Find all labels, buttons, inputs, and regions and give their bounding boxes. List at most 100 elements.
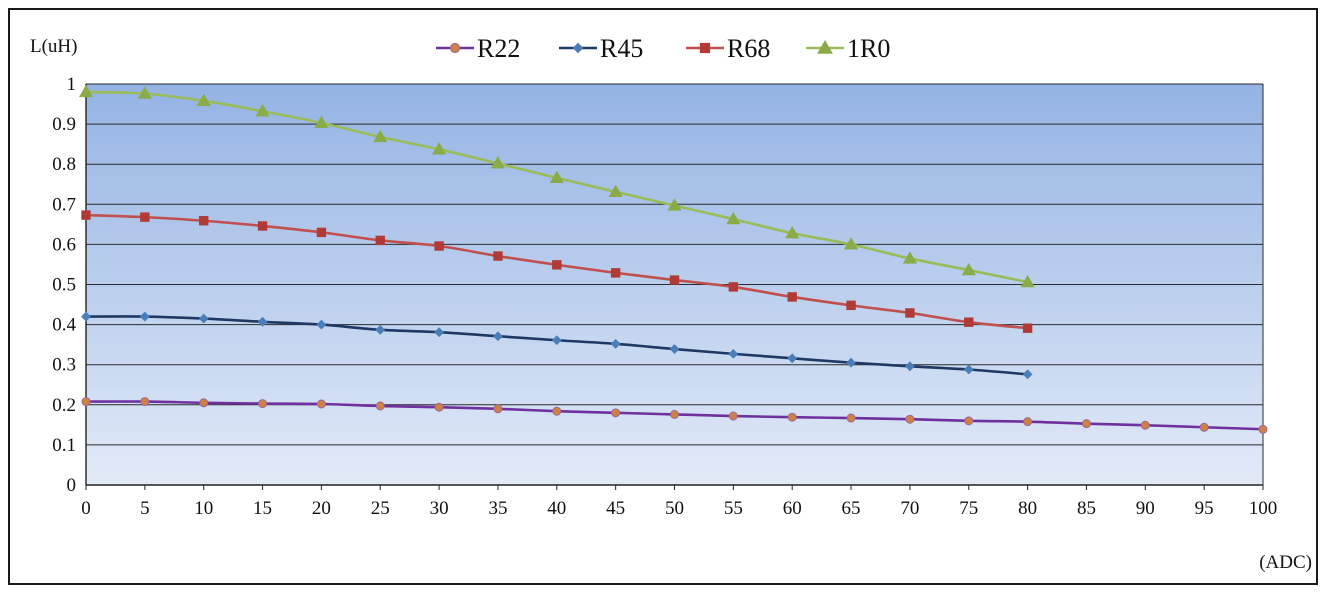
data-point-r68	[1022, 323, 1033, 333]
data-point-r68	[493, 251, 503, 261]
data-point-r45	[728, 348, 739, 359]
data-point-r22	[199, 398, 209, 408]
data-point-r22	[670, 409, 679, 419]
x-axis-ticks: 0 5 10 15 20 25 30 35 40 45 50 55 60 65 70 75 80 85 90 95 10…	[81, 485, 1277, 519]
x-tick-label: 40	[547, 498, 566, 519]
legend-label-r22: R22	[477, 34, 520, 63]
data-point-r68	[316, 227, 327, 238]
legend-label-r68: R68	[727, 34, 770, 63]
x-tick-label: 65	[842, 498, 861, 519]
data-point-r45	[81, 311, 91, 322]
y-tick-label: 1	[67, 74, 77, 95]
y-tick-label: 0.8	[52, 154, 76, 175]
data-point-r45	[1022, 369, 1033, 380]
data-point-r45	[139, 311, 150, 322]
data-point-r22	[1023, 417, 1033, 427]
legend-label-1r0: 1R0	[847, 34, 890, 63]
data-point-r22	[140, 397, 150, 407]
data-point-r45	[904, 361, 915, 372]
data-point-1r0	[961, 262, 976, 276]
data-point-r22	[1199, 422, 1209, 432]
data-point-r45	[493, 331, 503, 342]
data-point-1r0	[78, 84, 94, 98]
data-point-1r0	[314, 115, 329, 129]
data-point-1r0	[1020, 274, 1035, 288]
y-axis-ticks: 0 0.1 0.2 0.3 0.4 0.5 0.6 0.7 0.8 0.9 1	[52, 74, 76, 496]
y-tick-label: 0.9	[52, 114, 76, 135]
x-tick-label: 35	[488, 498, 507, 519]
data-point-r22	[434, 402, 444, 412]
data-point-r45	[375, 324, 386, 335]
x-tick-label: 50	[665, 498, 684, 519]
data-point-r68	[140, 212, 150, 222]
data-point-r22	[728, 411, 738, 421]
legend-marker-r68	[699, 42, 711, 54]
y-tick-label: 0.5	[52, 275, 76, 296]
x-tick-label: 15	[253, 498, 272, 519]
data-point-r22	[81, 397, 91, 407]
data-point-1r0	[549, 170, 564, 183]
data-point-r68	[434, 241, 444, 251]
data-point-r22	[1081, 419, 1091, 429]
y-tick-label: 0.6	[52, 234, 76, 255]
data-point-1r0	[785, 225, 800, 239]
data-point-r45	[846, 357, 856, 368]
data-point-r45	[257, 316, 268, 327]
data-point-r45	[963, 364, 974, 375]
x-tick-label: 90	[1136, 498, 1155, 519]
data-point-r45	[434, 327, 445, 338]
x-axis-label: (ADC)	[1259, 552, 1312, 573]
data-point-r68	[905, 308, 915, 318]
x-tick-label: 30	[430, 498, 449, 519]
x-tick-label: 20	[312, 498, 331, 519]
data-point-r68	[610, 268, 621, 278]
data-point-r22	[846, 413, 856, 423]
data-point-r45	[610, 338, 621, 349]
data-point-r68	[375, 235, 385, 246]
data-point-1r0	[196, 93, 211, 106]
x-tick-label: 60	[783, 498, 802, 519]
y-tick-label: 0	[67, 475, 77, 496]
data-point-r68	[199, 216, 209, 226]
data-point-r22	[964, 416, 974, 426]
data-point-r22	[316, 399, 326, 409]
y-tick-label: 0.1	[52, 435, 76, 456]
data-point-r68	[787, 292, 797, 302]
data-point-r22	[493, 404, 503, 414]
legend: R22 R45 R68 1R0	[436, 34, 890, 63]
x-tick-label: 100	[1249, 498, 1278, 519]
data-point-1r0	[255, 104, 270, 117]
x-tick-label: 0	[81, 498, 91, 519]
data-point-r45	[316, 319, 327, 330]
data-point-1r0	[726, 211, 741, 225]
data-point-1r0	[667, 198, 682, 211]
data-point-1r0	[843, 237, 859, 250]
x-tick-label: 25	[371, 498, 390, 519]
data-point-1r0	[137, 86, 152, 99]
data-point-1r0	[902, 251, 917, 264]
data-point-1r0	[608, 184, 623, 198]
data-point-r22	[258, 399, 268, 409]
legend-label-r45: R45	[600, 34, 643, 63]
data-point-r22	[552, 406, 562, 416]
x-tick-label: 70	[900, 498, 919, 519]
data-point-r68	[552, 260, 562, 270]
data-point-r68	[669, 275, 680, 285]
x-tick-label: 95	[1195, 498, 1214, 519]
y-tick-label: 0.2	[52, 395, 76, 416]
series-markers	[78, 84, 1268, 434]
data-point-1r0	[432, 142, 447, 155]
x-tick-label: 5	[140, 498, 150, 519]
data-point-1r0	[490, 156, 506, 169]
data-point-r45	[669, 344, 680, 354]
legend-marker-r22	[449, 42, 461, 54]
data-point-r22	[787, 412, 797, 422]
y-axis-label: L(uH)	[30, 36, 77, 57]
data-point-r45	[198, 313, 209, 324]
x-tick-label: 85	[1077, 498, 1096, 519]
data-point-r22	[375, 401, 385, 411]
data-point-r68	[257, 221, 268, 231]
data-point-r22	[1140, 420, 1150, 430]
data-point-r22	[611, 408, 621, 418]
x-tick-label: 10	[194, 498, 213, 519]
